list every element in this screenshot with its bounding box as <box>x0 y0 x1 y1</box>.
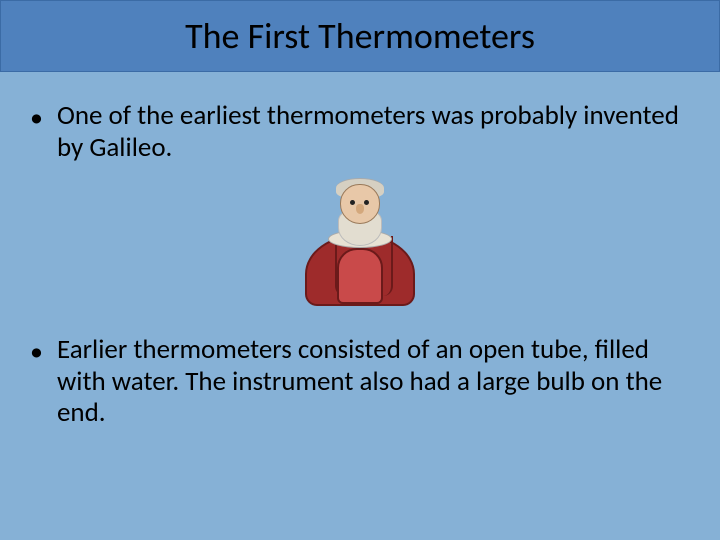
slide-content: • One of the earliest thermometers was p… <box>0 72 720 429</box>
slide: The First Thermometers • One of the earl… <box>0 0 720 540</box>
bullet-text: Earlier thermometers consisted of an ope… <box>57 334 690 430</box>
bullet-text: One of the earliest thermometers was pro… <box>57 100 690 164</box>
bullet-mark-icon: • <box>30 336 43 430</box>
bullet-item: • One of the earliest thermometers was p… <box>30 100 690 164</box>
title-bar: The First Thermometers <box>0 0 720 72</box>
bullet-item: • Earlier thermometers consisted of an o… <box>30 334 690 430</box>
slide-title: The First Thermometers <box>185 14 535 58</box>
galileo-portrait-icon <box>295 176 425 306</box>
illustration-wrap <box>30 176 690 306</box>
bullet-mark-icon: • <box>30 102 43 164</box>
